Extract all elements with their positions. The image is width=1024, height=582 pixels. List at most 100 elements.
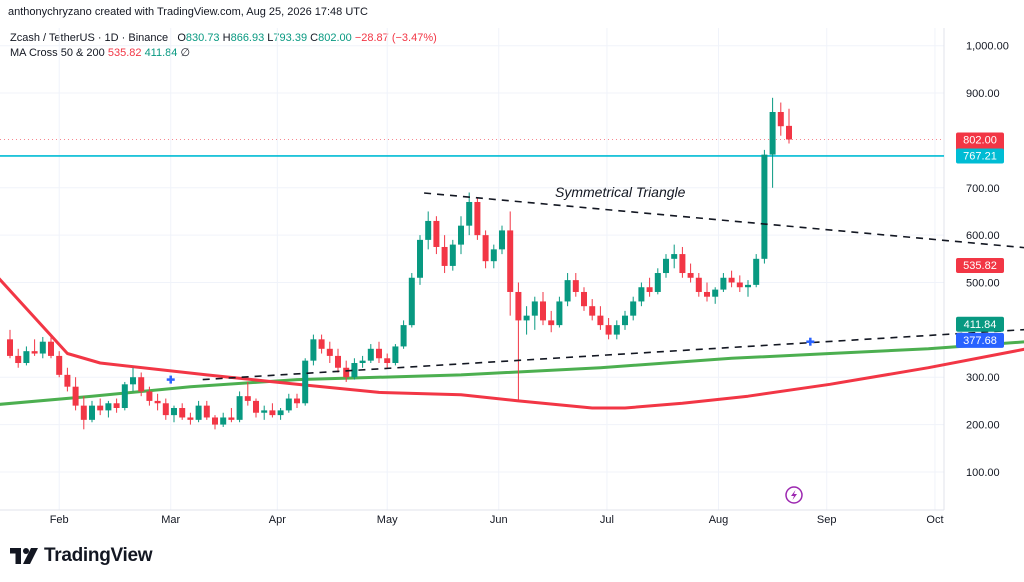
candle	[220, 412, 227, 427]
attribution-text: anthonychryzano created with TradingView…	[8, 6, 368, 18]
y-tick-label: 700.00	[966, 183, 1000, 195]
candle-body	[490, 249, 497, 262]
candle-body	[31, 351, 38, 354]
candle-body	[630, 301, 637, 316]
candle-body	[638, 287, 645, 302]
close-value: 802.00	[318, 32, 352, 44]
candle-body	[359, 360, 366, 364]
candle-body	[146, 391, 153, 401]
candle	[171, 405, 177, 423]
candle	[236, 391, 243, 423]
candle-body	[302, 360, 309, 404]
candle-body	[220, 417, 227, 425]
candle	[244, 381, 251, 406]
candle-body	[540, 301, 546, 321]
candle-body	[466, 201, 473, 226]
candle-body	[417, 239, 423, 278]
candle-body	[343, 367, 350, 378]
candle	[638, 282, 645, 307]
candle-body	[187, 417, 194, 420]
indicator-name[interactable]: MA Cross 50 & 200	[10, 47, 105, 59]
price-badge: 767.21	[956, 148, 1004, 164]
candle-body	[56, 355, 63, 375]
candle-body	[351, 363, 358, 378]
candle	[187, 412, 194, 425]
x-tick-label: May	[377, 514, 398, 526]
candle	[769, 97, 776, 188]
candle-body	[228, 417, 235, 420]
candle	[441, 235, 448, 274]
candle	[154, 393, 161, 411]
candle	[548, 310, 555, 333]
candle-body	[269, 410, 276, 416]
y-tick-label: 100.00	[966, 467, 1000, 479]
candle	[482, 230, 489, 269]
cross-marker-icon	[166, 375, 175, 384]
candle	[326, 341, 333, 364]
candle	[285, 393, 292, 413]
candle	[228, 408, 235, 423]
candle-body	[474, 201, 481, 236]
candle	[540, 291, 546, 326]
candle-body	[318, 339, 325, 349]
candle-body	[179, 408, 186, 418]
horizontal-line-layer	[0, 138, 944, 157]
x-tick-label: Feb	[50, 514, 69, 526]
price-badge-label: 411.84	[964, 319, 997, 331]
candle	[745, 280, 751, 297]
price-badge: 535.82	[956, 258, 1004, 274]
candle-body	[515, 291, 522, 321]
candle-body	[548, 320, 555, 326]
candle-body	[556, 301, 563, 326]
ma-cross-layer	[166, 337, 815, 384]
candle-body	[384, 358, 391, 364]
candle	[212, 415, 218, 430]
candle-body	[581, 291, 587, 307]
candle-body	[367, 348, 374, 361]
candle-body	[531, 301, 538, 316]
candle-body	[105, 403, 112, 411]
candle-body	[253, 400, 259, 413]
candle-body	[482, 235, 489, 262]
triangle-upper-line[interactable]	[424, 192, 1024, 271]
price-badge-bg	[956, 258, 1004, 274]
price-chart[interactable]: Symmetrical Triangle 1,000.00 900.00 700.0…	[0, 0, 1024, 540]
candle	[146, 386, 153, 406]
symbol-name[interactable]: Zcash / TetherUS · 1D · Binance	[10, 32, 169, 44]
candle	[39, 336, 46, 359]
close-label: C	[310, 32, 319, 44]
candle-body	[171, 408, 177, 416]
candle	[359, 355, 366, 368]
candle-body	[523, 315, 530, 321]
annotation-text[interactable]: Symmetrical Triangle	[555, 184, 686, 200]
candle	[56, 351, 63, 378]
candle	[507, 211, 514, 316]
ma200-line	[0, 340, 1024, 406]
brand-name[interactable]: TradingView	[44, 545, 153, 566]
indicator-suffix: ∅	[180, 47, 191, 59]
candle	[663, 254, 669, 278]
price-badge: 377.68	[956, 332, 1004, 348]
triangle-lower-line[interactable]	[202, 313, 1024, 381]
candles-layer	[7, 97, 792, 430]
lightning-icon[interactable]	[785, 486, 803, 504]
ma50-line	[0, 277, 1024, 410]
change-value: −28.87 (−3.47%)	[354, 32, 437, 44]
candle-body	[203, 405, 210, 418]
candle	[630, 296, 637, 321]
price-badge-bg	[956, 332, 1004, 348]
candle-body	[449, 244, 456, 266]
candle-body	[23, 351, 30, 364]
candle	[671, 244, 678, 269]
candle-body	[72, 386, 79, 406]
price-badge-label: 377.68	[963, 335, 997, 347]
candle	[7, 329, 13, 359]
candle-body	[113, 403, 120, 409]
candle-body	[326, 348, 333, 356]
candle	[121, 381, 128, 411]
candle-body	[654, 273, 661, 292]
open-label: O	[177, 32, 186, 44]
candle	[408, 273, 415, 328]
candle	[310, 334, 317, 366]
x-axis: Feb Mar Apr May Jun Jul Aug Sep Oct	[50, 514, 944, 526]
